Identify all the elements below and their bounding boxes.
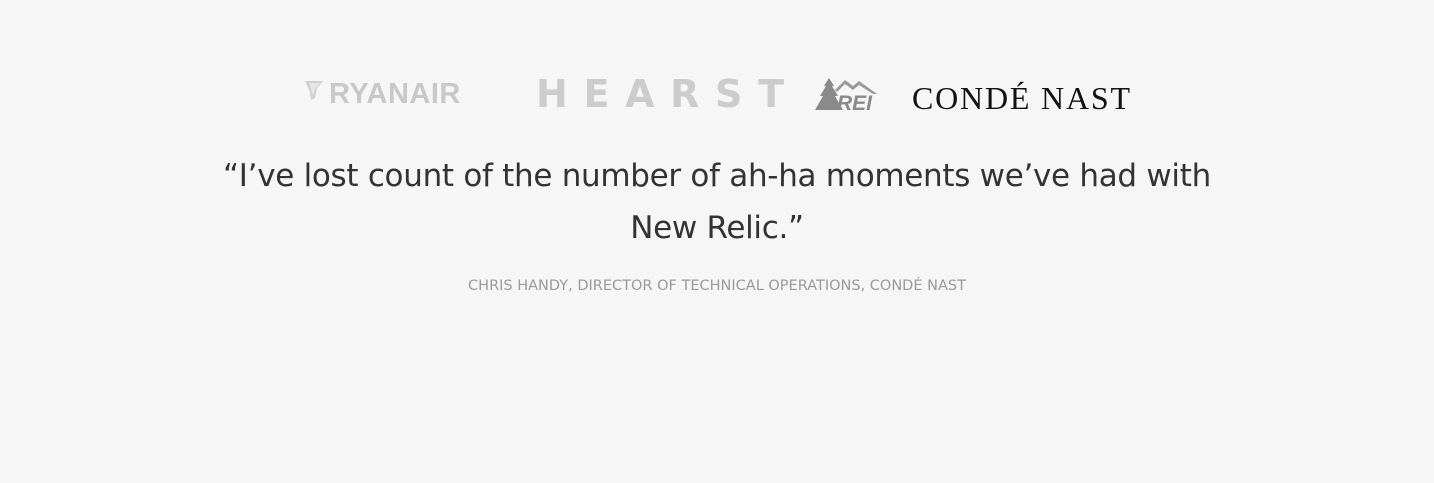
hearst-logo[interactable]: HEARST [536,72,786,116]
ryanair-harp-icon: RYANAIR [305,78,461,110]
conde-nast-logo[interactable]: CONDÉ NAST [912,76,1132,116]
ryanair-wordmark: RYANAIR [329,78,461,110]
conde-nast-wordmark: CONDÉ NAST [912,80,1130,116]
customer-logos-row: RYANAIR HEARST REI CONDÉ NAST [0,72,1434,116]
testimonial-quote: “I’ve lost count of the number of ah-ha … [223,158,1211,246]
rei-mark-svg: REI [815,78,877,115]
rei-wordmark: REI [837,92,873,115]
testimonial-attribution: CHRIS HANDY, DIRECTOR OF TECHNICAL OPERA… [468,278,966,294]
rei-mountain-icon [835,80,877,94]
conde-nast-wordmark-svg: CONDÉ NAST [912,80,1130,116]
rei-tree-icon [815,78,843,110]
ryanair-logo[interactable]: RYANAIR [303,78,505,110]
hearst-wordmark: HEARST [536,72,784,116]
rei-logo[interactable]: REI [815,76,879,115]
hearst-wordmark-svg: HEARST [536,72,784,116]
